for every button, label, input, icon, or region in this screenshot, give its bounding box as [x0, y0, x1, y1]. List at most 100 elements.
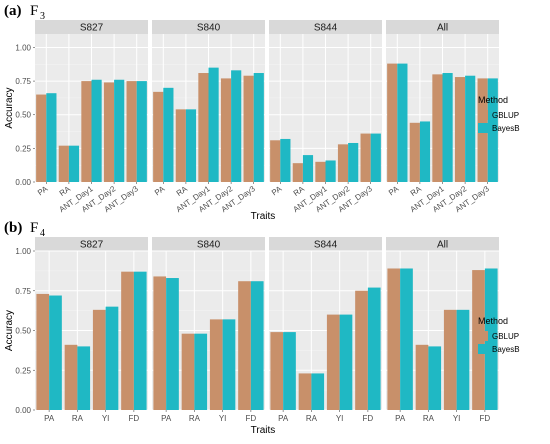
bar-s827-pa-bayesb — [49, 295, 62, 410]
bar-s840-pa-gblup — [153, 276, 167, 410]
bar-all-ant-day3-bayesb — [487, 78, 498, 182]
y-tick-label: 0.75 — [15, 287, 31, 296]
panel-a-heading: (a) F 3 — [4, 3, 45, 22]
bar-s827-ant-day2-gblup — [103, 82, 115, 182]
facet-s827: S827 PA RA YI FD — [35, 237, 148, 423]
panel-b-generation-sub: 4 — [40, 228, 45, 239]
bar-all-pa-gblup — [387, 63, 398, 182]
panel-a-label: (a) — [4, 3, 22, 19]
y-tick-label: 0.75 — [15, 77, 31, 86]
x-tick-label: FD — [480, 414, 491, 423]
x-tick-label: PA — [36, 184, 50, 198]
x-tick-label: RA — [409, 184, 424, 198]
bar-s827-fd-gblup — [121, 271, 134, 410]
bar-s840-fd-bayesb — [250, 281, 264, 410]
x-tick-label: PA — [270, 184, 284, 198]
bar-s840-ant-day2-bayesb — [231, 70, 242, 182]
bar-all-ant-day1-gblup — [432, 74, 443, 182]
x-tick-label: RA — [306, 414, 318, 423]
bar-s840-fd-gblup — [238, 281, 251, 410]
bar-s827-pa-gblup — [36, 94, 47, 182]
bar-s827-ant-day3-gblup — [126, 81, 137, 182]
facet-strip — [35, 20, 148, 34]
facet-strip-label: S827 — [80, 240, 104, 251]
bar-s827-pa-bayesb — [46, 93, 57, 182]
facet-strip — [269, 237, 382, 251]
bar-s844-ant-day1-gblup — [315, 161, 326, 182]
bar-all-yi-bayesb — [456, 309, 470, 410]
x-tick-label: FD — [246, 414, 257, 423]
x-tick-label: YI — [336, 414, 344, 423]
x-axis-title: Traits — [251, 425, 276, 436]
y-tick-label: 0.00 — [15, 178, 31, 187]
facet-strip-label: S840 — [197, 23, 221, 34]
bar-s844-fd-gblup — [355, 290, 368, 410]
bar-s840-ant-day1-bayesb — [208, 67, 219, 182]
y-axis-title: Accuracy — [4, 310, 15, 351]
legend-a-label-bayesb: BayesB — [492, 124, 520, 133]
bar-s827-ra-gblup — [58, 145, 69, 182]
bar-s827-fd-bayesb — [133, 271, 147, 410]
x-tick-label: FD — [363, 414, 374, 423]
panel-b-generation: F — [30, 220, 38, 236]
bar-s840-ant-day3-gblup — [243, 75, 254, 182]
facet-strip — [386, 237, 499, 251]
bar-all-ant-day2-bayesb — [465, 75, 476, 182]
facet-strip-label: S844 — [314, 23, 338, 34]
bar-s840-pa-bayesb — [163, 87, 174, 182]
bar-s844-pa-bayesb — [283, 332, 296, 410]
legend-a-swatch-gblup — [478, 110, 488, 120]
bar-s844-ant-day1-bayesb — [325, 160, 336, 182]
y-tick-label: 0.00 — [15, 406, 31, 415]
bar-s844-ra-gblup — [298, 373, 312, 410]
legend-b-label-gblup: GBLUP — [492, 332, 519, 341]
x-tick-label: RA — [175, 184, 190, 198]
legend-b-label-bayesb: BayesB — [492, 345, 520, 354]
bar-all-pa-gblup — [387, 268, 401, 410]
x-tick-label: FD — [129, 414, 140, 423]
bar-all-ant-day2-gblup — [454, 77, 466, 182]
panel-a-generation-sub: 3 — [40, 11, 45, 22]
bar-all-ra-gblup — [415, 344, 429, 410]
bar-s844-ant-day3-bayesb — [370, 133, 381, 182]
y-tick-label: 0.25 — [15, 366, 31, 375]
panel-a-generation: F — [30, 3, 38, 19]
bar-s844-pa-gblup — [270, 332, 284, 410]
facet-s844: S844 PA RA YI FD — [269, 237, 382, 423]
bar-s827-yi-bayesb — [105, 306, 119, 410]
chart-b: 0.00 0.25 0.50 0.75 1.00 Accuracy Traits S827 PA… — [4, 237, 499, 436]
bar-all-fd-bayesb — [484, 268, 498, 410]
facet-strip — [35, 237, 148, 251]
x-tick-label: PA — [153, 184, 167, 198]
bar-s840-yi-gblup — [209, 319, 223, 410]
bar-s844-pa-gblup — [270, 140, 281, 182]
bar-s840-yi-bayesb — [222, 319, 236, 410]
bar-s844-yi-gblup — [326, 314, 340, 410]
bar-s840-pa-bayesb — [166, 278, 179, 410]
bar-s840-ant-day3-bayesb — [253, 73, 264, 182]
bar-all-ra-bayesb — [419, 121, 431, 182]
y-tick-label: 0.50 — [15, 327, 31, 336]
x-tick-label: RA — [423, 414, 435, 423]
y-tick-label: 1.00 — [15, 43, 31, 52]
bar-all-ra-bayesb — [428, 346, 442, 410]
bar-s827-ant-day1-gblup — [81, 81, 92, 182]
facet-strip — [386, 20, 499, 34]
bar-s844-ant-day2-gblup — [337, 144, 349, 182]
facet-all: All PA RA YI FD — [386, 237, 499, 423]
bar-s844-ra-bayesb — [302, 155, 314, 182]
bar-all-yi-gblup — [443, 309, 457, 410]
bar-s840-ant-day1-gblup — [198, 73, 209, 182]
bar-s840-ra-bayesb — [194, 333, 208, 410]
bar-s840-ra-gblup — [181, 333, 195, 410]
bar-s827-ant-day1-bayesb — [91, 79, 102, 182]
bar-s844-pa-bayesb — [280, 138, 291, 182]
bar-s844-ant-day2-bayesb — [348, 142, 359, 182]
legend-a-label-gblup: GBLUP — [492, 111, 519, 120]
facet-strip-label: S840 — [197, 240, 221, 251]
x-tick-label: PA — [278, 414, 289, 423]
bar-s827-ant-day2-bayesb — [114, 79, 125, 182]
